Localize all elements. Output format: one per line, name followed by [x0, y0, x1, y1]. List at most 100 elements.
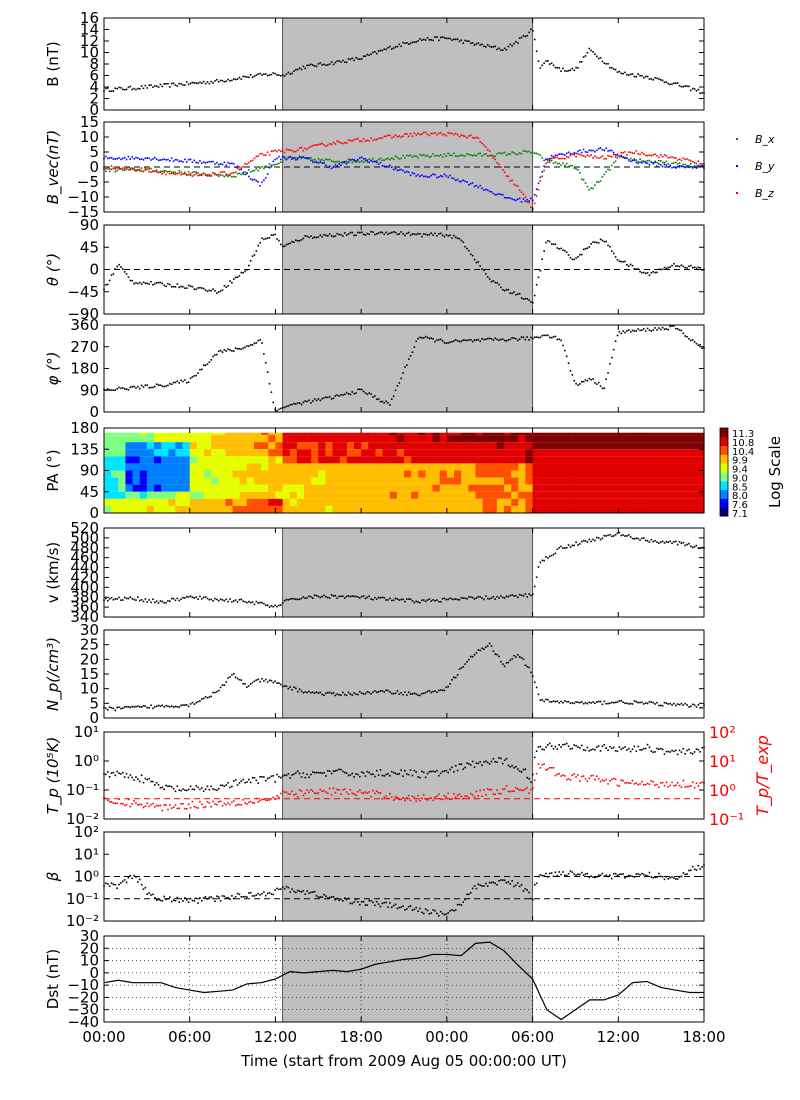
data-point: [317, 236, 320, 238]
heatmap-cell: [382, 456, 391, 464]
data-point: [537, 566, 540, 568]
data-point: [345, 162, 348, 165]
data-point: [464, 795, 466, 797]
data-point: [155, 85, 158, 87]
data-point: [259, 680, 261, 683]
heatmap-cell: [639, 432, 648, 436]
data-point: [152, 598, 154, 601]
data-point: [315, 594, 318, 597]
data-point: [227, 161, 229, 164]
data-point: [174, 171, 177, 174]
series-t-p: [103, 742, 705, 793]
data-point: [187, 803, 190, 805]
heatmap-cell: [439, 432, 448, 436]
data-point: [436, 691, 438, 694]
data-point: [428, 156, 431, 158]
data-point: [332, 235, 335, 238]
heatmap-cell: [604, 435, 612, 443]
y-axis-label: T_p (10⁵K): [44, 737, 63, 815]
legend-marker: [736, 138, 738, 140]
data-point: [219, 800, 222, 803]
heatmap-cell: [254, 498, 262, 506]
data-point: [146, 893, 149, 896]
data-point: [274, 163, 276, 166]
data-point: [515, 199, 517, 202]
data-point: [349, 158, 352, 161]
data-point: [498, 655, 500, 658]
data-point: [257, 155, 260, 157]
data-point: [603, 240, 606, 243]
data-point: [172, 285, 175, 288]
data-point: [338, 595, 340, 598]
data-point: [201, 287, 203, 289]
heatmap-cell: [589, 463, 598, 471]
data-point: [276, 157, 278, 160]
data-point: [690, 752, 692, 754]
data-point: [595, 156, 598, 159]
heatmap-cell: [218, 477, 227, 485]
colorbar-segment: [720, 511, 728, 515]
data-point: [413, 155, 416, 157]
data-point: [125, 705, 128, 708]
data-point: [118, 706, 120, 709]
data-point: [170, 597, 173, 600]
heatmap-cell: [589, 484, 598, 492]
data-point: [686, 166, 688, 168]
heatmap-cell: [111, 456, 119, 464]
data-point: [368, 392, 371, 394]
data-point: [217, 787, 220, 790]
data-point: [469, 134, 472, 137]
data-point: [473, 339, 476, 341]
data-point: [607, 154, 609, 157]
data-point: [595, 775, 598, 778]
data-point: [304, 893, 307, 895]
data-point: [251, 179, 254, 181]
heatmap-cell: [389, 477, 398, 485]
data-point: [355, 392, 357, 394]
data-point: [231, 673, 233, 676]
data-point: [468, 183, 470, 186]
data-point: [242, 682, 244, 685]
heatmap-cell: [611, 463, 619, 471]
data-point: [500, 757, 502, 760]
data-point: [595, 701, 598, 703]
data-point: [221, 784, 224, 787]
heatmap-cell: [289, 442, 298, 450]
data-point: [419, 907, 421, 910]
data-point: [148, 892, 150, 894]
data-point: [618, 873, 621, 876]
data-point: [454, 339, 457, 341]
data-point: [161, 85, 164, 88]
data-point: [590, 875, 592, 878]
data-point: [513, 654, 515, 657]
data-point: [310, 159, 312, 162]
data-point: [360, 140, 363, 143]
data-point: [172, 82, 175, 85]
data-point: [157, 602, 160, 604]
heatmap-cell: [161, 435, 169, 443]
data-point: [513, 151, 515, 154]
data-point: [169, 785, 171, 787]
data-point: [575, 382, 577, 385]
data-point: [616, 701, 619, 703]
data-point: [127, 798, 130, 801]
data-point: [656, 165, 658, 167]
heatmap-cell: [668, 463, 677, 471]
data-point: [110, 801, 113, 803]
data-point: [278, 155, 280, 158]
data-point: [586, 154, 589, 157]
data-point: [306, 789, 308, 791]
data-point: [695, 706, 698, 708]
data-point: [469, 182, 472, 185]
heatmap-cell: [489, 484, 498, 492]
data-point: [458, 668, 461, 670]
data-point: [535, 283, 538, 286]
data-point: [627, 151, 630, 154]
heatmap-cell: [589, 442, 598, 450]
heatmap-cell: [361, 442, 369, 450]
data-point: [155, 781, 158, 784]
data-point: [635, 150, 638, 152]
data-point: [338, 141, 340, 143]
data-point: [691, 865, 694, 868]
data-point: [673, 702, 675, 705]
